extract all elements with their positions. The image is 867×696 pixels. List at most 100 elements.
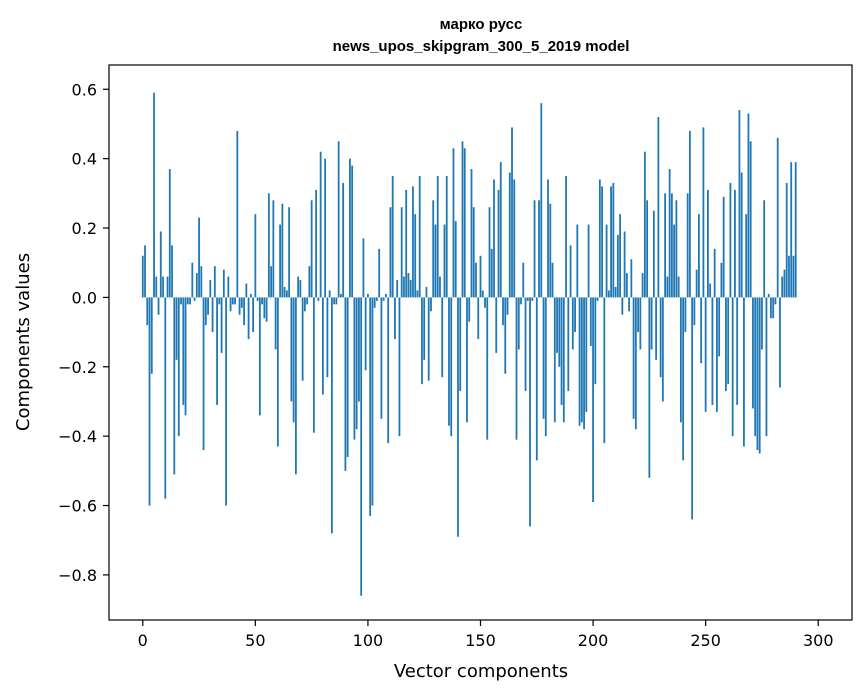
bar-238 bbox=[677, 276, 680, 298]
bar-219 bbox=[634, 297, 637, 430]
bar-191 bbox=[571, 297, 574, 350]
bar-272 bbox=[754, 297, 757, 437]
y-tick-label: −0.4 bbox=[58, 427, 97, 446]
bar-209 bbox=[612, 182, 615, 298]
bar-75 bbox=[310, 200, 313, 298]
bar-174 bbox=[533, 200, 536, 298]
bar-277 bbox=[765, 297, 768, 437]
bar-145 bbox=[468, 297, 471, 322]
bar-282 bbox=[776, 137, 779, 298]
y-tick-label: 0.2 bbox=[72, 219, 97, 238]
bar-266 bbox=[740, 172, 743, 298]
bar-179 bbox=[544, 297, 547, 437]
bar-216 bbox=[628, 297, 630, 312]
bar-244 bbox=[691, 297, 694, 520]
bar-193 bbox=[576, 224, 579, 298]
x-axis: 0 50 100 150 200 250 300 bbox=[138, 620, 834, 650]
bar-164 bbox=[511, 127, 513, 298]
bar-47 bbox=[247, 297, 250, 340]
bar-45 bbox=[243, 297, 245, 326]
bar-18 bbox=[182, 297, 185, 405]
bar-270 bbox=[749, 141, 752, 298]
bar-65 bbox=[288, 207, 291, 298]
bar-136 bbox=[448, 297, 450, 426]
bar-245 bbox=[693, 297, 696, 326]
bar-98 bbox=[362, 238, 365, 298]
bar-52 bbox=[258, 297, 261, 416]
bar-284 bbox=[781, 276, 784, 298]
bar-5 bbox=[153, 92, 155, 298]
bar-21 bbox=[189, 297, 191, 305]
bar-144 bbox=[466, 297, 468, 423]
bar-128 bbox=[430, 297, 432, 312]
bar-15 bbox=[175, 297, 178, 360]
bar-220 bbox=[637, 297, 640, 333]
bar-189 bbox=[567, 297, 570, 392]
bar-61 bbox=[279, 224, 282, 298]
bar-48 bbox=[249, 293, 252, 298]
bar-275 bbox=[761, 297, 763, 350]
bar-148 bbox=[475, 262, 477, 298]
bar-181 bbox=[549, 203, 552, 298]
bar-158 bbox=[497, 189, 500, 298]
bar-256 bbox=[718, 297, 721, 357]
bar-157 bbox=[495, 297, 498, 353]
bar-37 bbox=[225, 297, 227, 506]
bar-57 bbox=[270, 266, 273, 298]
bar-196 bbox=[583, 297, 585, 430]
bar-155 bbox=[490, 248, 493, 298]
bar-199 bbox=[589, 297, 592, 346]
bar-235 bbox=[670, 193, 673, 298]
bar-288 bbox=[790, 162, 793, 298]
bar-35 bbox=[220, 297, 223, 353]
bar-121 bbox=[414, 214, 417, 298]
bar-133 bbox=[441, 297, 444, 378]
bar-106 bbox=[380, 297, 383, 419]
bar-81 bbox=[324, 158, 327, 298]
chart-title-line-2: news_upos_skipgram_300_5_2019 model bbox=[333, 38, 630, 55]
bar-9 bbox=[162, 276, 164, 298]
bar-130 bbox=[434, 224, 437, 298]
bar-154 bbox=[488, 207, 491, 298]
bar-290 bbox=[794, 162, 797, 298]
bar-31 bbox=[211, 297, 214, 333]
y-tick-label: −0.8 bbox=[58, 566, 97, 585]
bar-4 bbox=[150, 297, 153, 374]
x-tick-label: 100 bbox=[353, 631, 384, 650]
bar-254 bbox=[713, 248, 716, 298]
bar-268 bbox=[745, 214, 748, 298]
bar-198 bbox=[587, 224, 590, 298]
bar-107 bbox=[382, 297, 385, 301]
bar-226 bbox=[650, 297, 653, 350]
bar-124 bbox=[421, 297, 423, 385]
bar-40 bbox=[231, 297, 234, 305]
bar-253 bbox=[711, 297, 714, 405]
bar-96 bbox=[358, 297, 360, 402]
bar-103 bbox=[373, 297, 376, 308]
bar-203 bbox=[598, 179, 601, 298]
bar-113 bbox=[396, 280, 399, 298]
bar-159 bbox=[499, 162, 502, 298]
bar-218 bbox=[632, 297, 635, 419]
bar-263 bbox=[734, 189, 736, 298]
bar-74 bbox=[308, 266, 311, 298]
bar-217 bbox=[630, 259, 633, 298]
bar-80 bbox=[321, 297, 324, 395]
bar-105 bbox=[378, 248, 381, 298]
bar-104 bbox=[376, 297, 378, 301]
bar-223 bbox=[643, 151, 646, 298]
bar-38 bbox=[227, 276, 230, 298]
bar-14 bbox=[173, 297, 176, 475]
bar-201 bbox=[594, 297, 597, 385]
bar-118 bbox=[407, 273, 410, 298]
bar-221 bbox=[639, 297, 642, 350]
bar-26 bbox=[200, 266, 203, 298]
y-tick-label: 0.6 bbox=[72, 80, 97, 99]
bar-51 bbox=[256, 297, 259, 301]
bar-249 bbox=[702, 127, 705, 298]
y-axis-title: Components values bbox=[13, 253, 34, 431]
bar-180 bbox=[547, 179, 549, 298]
bar-280 bbox=[772, 297, 775, 319]
y-tick-label: −0.2 bbox=[58, 358, 97, 377]
bar-64 bbox=[285, 290, 288, 298]
